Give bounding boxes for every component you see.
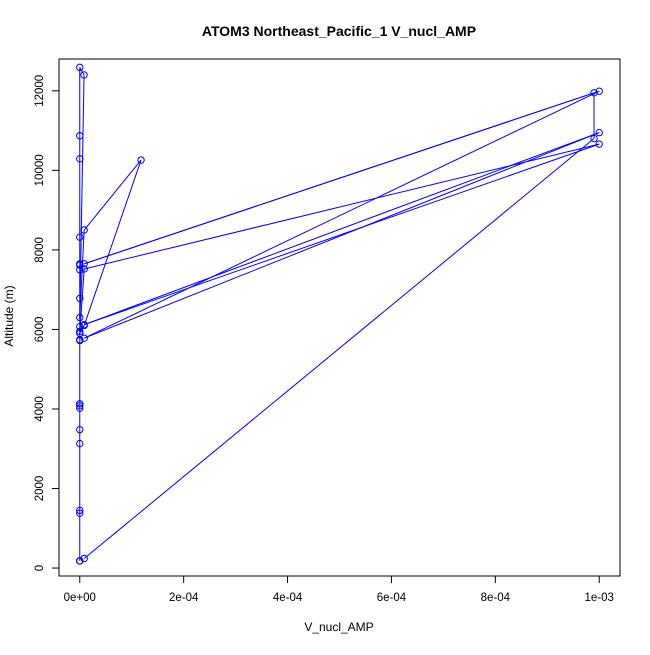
series-segment [79,67,85,76]
data-point [137,156,145,164]
data-point [595,128,603,137]
chart-title: ATOM3 Northeast_Pacific_1 V_nucl_AMP [202,23,476,39]
series-segment [83,138,595,559]
data-point [80,334,88,342]
series-segment [83,159,142,326]
y-tick-label: 10000 [34,154,46,186]
data-point [76,506,84,515]
data-point [80,226,88,234]
x-axis-label: V_nucl_AMP [304,620,373,634]
y-axis: 0 2000 4000 6000 8000 10000 12000 [34,75,60,571]
y-axis-label: Altitude (m) [2,285,16,346]
data-point [76,402,84,410]
y-tick-label: 4000 [34,396,46,422]
y-tick-label: 0 [34,565,46,571]
x-tick-label: 0e+00 [64,592,96,604]
y-tick-label: 6000 [34,317,46,343]
data-point [76,132,84,140]
series-lines [79,67,600,561]
data-point [76,404,84,412]
series-segment [84,132,600,339]
data-point [80,554,88,563]
series-segment [84,143,600,326]
data-point [76,294,84,303]
data-point [76,509,84,517]
data-point [76,233,84,241]
data-point [76,327,84,336]
y-tick-label: 8000 [34,237,46,263]
x-tick-label: 2e-04 [169,592,199,604]
x-tick-label: 1e-03 [585,592,614,604]
data-point [76,155,84,163]
data-point [80,260,88,268]
series-segment [84,132,600,326]
data-point [590,134,598,143]
series-segment [79,229,85,318]
series-segment [79,74,85,318]
x-tick-label: 6e-04 [377,592,407,604]
data-point [590,89,598,97]
data-point [80,265,88,273]
data-point [80,320,88,329]
x-axis: 0e+00 2e-04 4e-04 6e-04 8e-04 1e-03 [64,575,614,604]
data-point [80,71,88,79]
data-point [595,140,603,148]
data-point [76,329,84,338]
data-point [76,63,84,72]
x-tick-label: 4e-04 [273,592,303,604]
data-point [76,400,84,408]
y-tick-label: 2000 [34,476,46,502]
series-segment [83,159,142,231]
series-points [76,63,603,565]
series-segment [83,90,600,339]
y-tick-label: 12000 [34,75,46,107]
data-point [76,439,84,448]
data-point [76,557,84,565]
series-segment [84,92,595,265]
data-point [76,260,84,268]
data-point [76,313,84,322]
x-tick-label: 8e-04 [481,592,511,604]
data-point [76,425,84,434]
data-point [595,87,603,95]
